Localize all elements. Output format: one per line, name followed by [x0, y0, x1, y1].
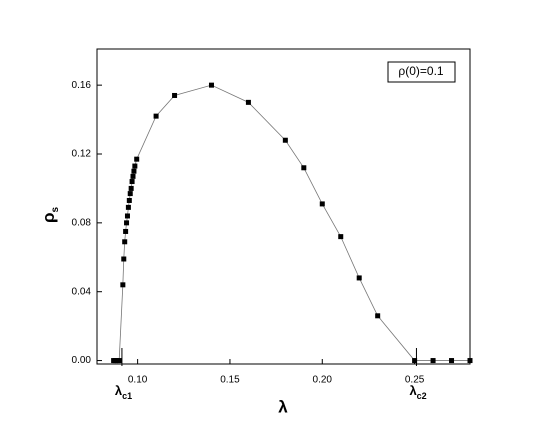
- data-point: [301, 165, 307, 171]
- y-tick-label: 0.08: [72, 217, 92, 228]
- data-point: [132, 163, 138, 169]
- x-axis-title: λ: [278, 397, 288, 416]
- critical-label-sub: c2: [417, 391, 427, 401]
- data-point: [134, 156, 140, 162]
- data-point: [129, 179, 135, 185]
- data-point: [116, 358, 122, 364]
- data-point: [153, 113, 159, 119]
- y-tick-label: 0.16: [72, 80, 92, 91]
- y-tick-label: 0.04: [72, 286, 92, 297]
- data-point: [245, 99, 251, 105]
- legend-text: ρ(0)=0.1: [398, 64, 444, 78]
- data-point: [121, 256, 127, 262]
- y-axis-title-text: ρs: [39, 207, 60, 224]
- data-point: [356, 275, 362, 281]
- y-tick-label: 0.00: [72, 355, 92, 366]
- x-tick-label: 0.15: [220, 375, 240, 386]
- data-point: [127, 191, 133, 197]
- y-axis-title: ρs: [39, 207, 60, 224]
- data-point: [125, 204, 131, 210]
- data-point: [375, 313, 381, 319]
- data-point: [282, 137, 288, 143]
- data-point: [208, 82, 214, 88]
- y-label-main: ρ: [39, 213, 58, 224]
- data-point: [128, 185, 134, 191]
- x-tick-label: 0.10: [128, 375, 148, 386]
- critical-label-sub: c1: [122, 391, 132, 401]
- data-point: [338, 234, 344, 240]
- data-point: [449, 358, 455, 364]
- data-point: [122, 239, 128, 245]
- data-point: [124, 220, 130, 226]
- critical-label: λc1: [115, 383, 132, 401]
- data-point: [124, 213, 130, 219]
- data-point: [467, 358, 473, 364]
- critical-label: λc2: [409, 383, 426, 401]
- y-label-sub: s: [50, 207, 61, 213]
- data-point: [412, 358, 418, 364]
- data-point: [126, 197, 132, 203]
- critical-label-main: λ: [409, 383, 417, 398]
- data-point: [130, 173, 136, 179]
- critical-label-main: λ: [115, 383, 123, 398]
- plot-frame: [96, 48, 471, 365]
- data-point: [319, 201, 325, 207]
- data-point: [123, 228, 129, 234]
- data-point: [131, 168, 137, 174]
- x-tick-label: 0.25: [405, 375, 425, 386]
- data-point: [430, 358, 436, 364]
- data-line: [113, 84, 470, 361]
- data-point: [172, 92, 178, 98]
- data-point: [120, 282, 126, 288]
- x-tick-label: 0.20: [313, 375, 333, 386]
- legend-box: [387, 61, 456, 83]
- y-tick-label: 0.12: [72, 149, 92, 160]
